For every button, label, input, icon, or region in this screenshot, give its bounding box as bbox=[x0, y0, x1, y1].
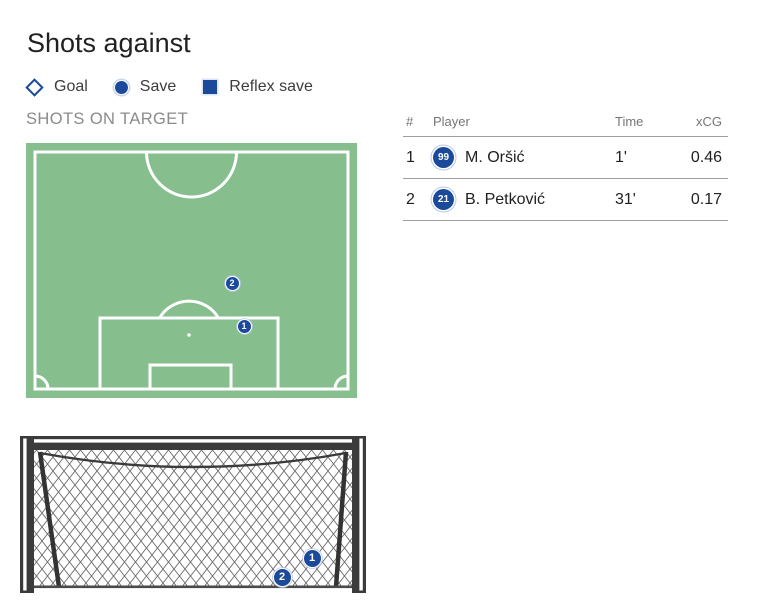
table-header-row: # Player Time xCG bbox=[403, 106, 728, 137]
jersey-number-badge: 99 bbox=[433, 147, 454, 168]
legend-item-goal: Goal bbox=[25, 77, 88, 97]
net-top-rope bbox=[39, 451, 347, 469]
save-circle-icon bbox=[114, 80, 128, 94]
legend-item-reflex-save: Reflex save bbox=[201, 78, 313, 96]
table-row[interactable]: 2 21 B. Petković 31' 0.17 bbox=[403, 179, 728, 221]
jersey-number-badge: 21 bbox=[433, 189, 454, 210]
shots-table: # Player Time xCG 1 99 M. Oršić 1' 0.46 … bbox=[403, 106, 728, 221]
section-title: SHOTS ON TARGET bbox=[26, 110, 189, 128]
player-name: B. Petković bbox=[465, 190, 546, 208]
legend-label: Save bbox=[139, 78, 177, 95]
header-time: Time bbox=[615, 113, 644, 129]
header-player: Player bbox=[433, 113, 470, 129]
shot-index: 1 bbox=[406, 148, 415, 166]
goal-svg bbox=[20, 436, 366, 593]
legend-label: Goal bbox=[54, 78, 88, 95]
reflex-save-square-icon bbox=[203, 80, 218, 94]
shot-index: 2 bbox=[406, 190, 415, 208]
pitch-svg bbox=[26, 143, 357, 398]
player-name: M. Oršić bbox=[465, 148, 525, 166]
pitch-grass bbox=[26, 143, 357, 398]
shot-marker-1[interactable]: 1 bbox=[236, 318, 252, 334]
table-row[interactable]: 1 99 M. Oršić 1' 0.46 bbox=[403, 137, 728, 179]
shot-xcg: 0.17 bbox=[690, 190, 722, 208]
legend: Goal Save Reflex save bbox=[25, 76, 313, 98]
header-index: # bbox=[406, 113, 414, 129]
goal-line bbox=[28, 585, 358, 589]
goal-back-stanchions bbox=[37, 451, 349, 588]
pitch-lines bbox=[33, 150, 350, 391]
page-title: Shots against bbox=[27, 28, 191, 58]
header-xcg: xCG bbox=[696, 113, 722, 129]
legend-label: Reflex save bbox=[229, 78, 313, 95]
shot-xcg: 0.46 bbox=[690, 148, 722, 166]
goal-net bbox=[32, 448, 354, 588]
goal-frame bbox=[20, 436, 366, 593]
shot-marker-2[interactable]: 2 bbox=[272, 567, 292, 587]
shot-time: 31' bbox=[615, 190, 636, 208]
goal-diamond-icon bbox=[25, 77, 44, 97]
legend-item-save: Save bbox=[113, 78, 176, 96]
shot-marker-1[interactable]: 1 bbox=[302, 548, 322, 568]
shot-time: 1' bbox=[615, 148, 627, 166]
player-cell: 99 M. Oršić bbox=[429, 147, 615, 168]
shot-marker-2[interactable]: 2 bbox=[224, 275, 240, 291]
penalty-spot bbox=[187, 333, 191, 337]
player-cell: 21 B. Petković bbox=[429, 189, 615, 210]
